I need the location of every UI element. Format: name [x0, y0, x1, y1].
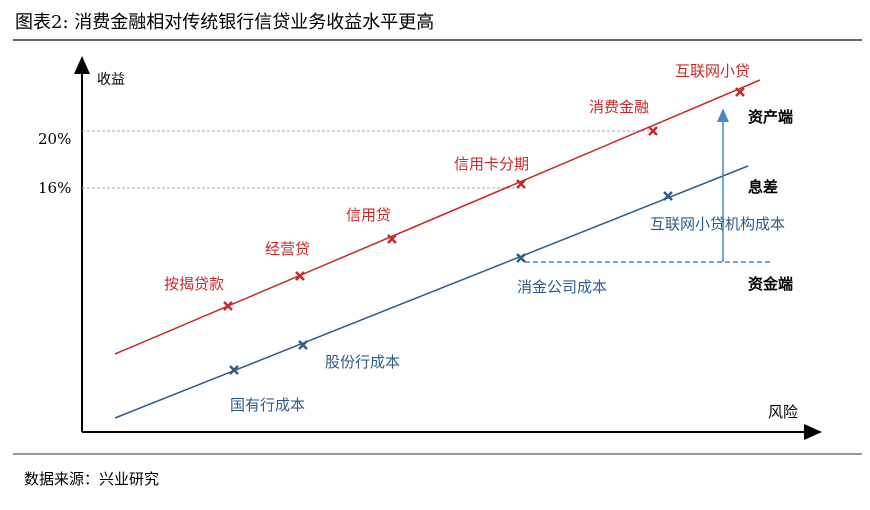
label-consumer-finance-cost: 消金公司成本	[517, 278, 607, 296]
asset-marker-2	[387, 234, 397, 244]
asset-marker-3	[516, 179, 526, 189]
label-credit-card: 信用卡分期	[454, 155, 529, 173]
markers	[223, 87, 745, 375]
y-tick-16: 16%	[38, 179, 71, 197]
label-funding-side: 资金端	[748, 275, 793, 293]
label-joint-stock-bank-cost: 股份行成本	[325, 353, 400, 371]
funding-marker-1	[298, 340, 308, 350]
figure-title: 图表2: 消费金融相对传统银行信贷业务收益水平更高	[15, 12, 434, 33]
label-internet-microloan: 互联网小贷	[675, 62, 750, 80]
source-note: 数据来源：兴业研究	[24, 470, 159, 488]
asset-marker-4	[648, 126, 658, 136]
label-asset-side: 资产端	[748, 108, 793, 126]
funding-marker-0	[229, 365, 239, 375]
x-axis-label: 风险	[768, 403, 798, 421]
asset-marker-0	[223, 301, 233, 311]
label-mortgage: 按揭贷款	[164, 275, 224, 293]
funding-marker-3	[663, 191, 673, 201]
asset-marker-5	[735, 87, 745, 97]
label-business-loan: 经营贷	[265, 240, 310, 258]
label-spread: 息差	[748, 178, 778, 196]
y-axis-label: 收益	[97, 72, 125, 88]
y-tick-20: 20%	[38, 130, 71, 148]
label-internet-microloan-cost: 互联网小贷机构成本	[650, 215, 785, 233]
label-state-bank-cost: 国有行成本	[230, 396, 305, 414]
asset-marker-1	[295, 271, 305, 281]
funding-marker-2	[516, 253, 526, 263]
label-consumer-finance: 消费金融	[589, 98, 649, 116]
label-credit-loan: 信用贷	[346, 206, 391, 224]
asset-line	[114, 79, 761, 355]
funding-line	[114, 165, 749, 419]
